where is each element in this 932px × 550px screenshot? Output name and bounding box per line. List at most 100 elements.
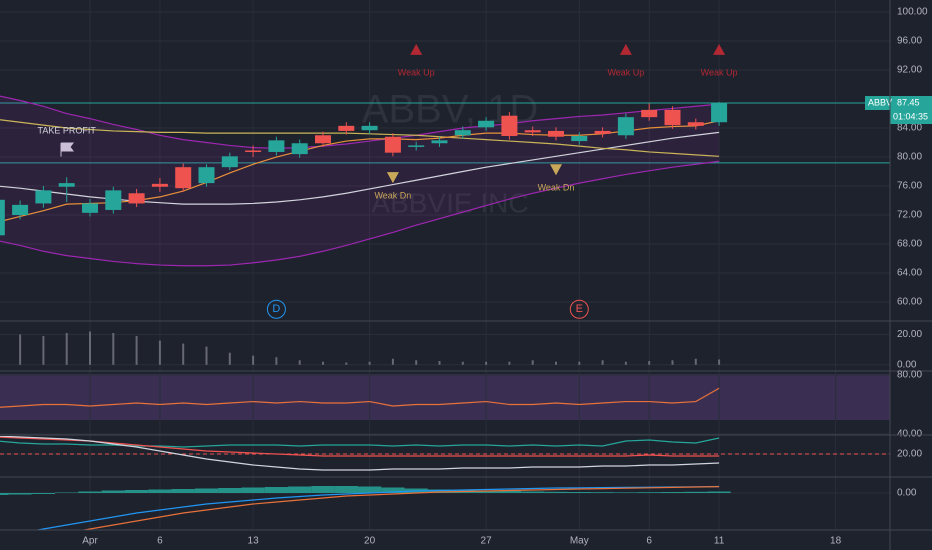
y-tick-label: 84.00: [897, 123, 922, 134]
bar: [578, 361, 581, 365]
bar: [554, 361, 557, 365]
annotation: E: [576, 303, 583, 315]
bar: [427, 489, 452, 493]
price-tag-symbol: ABBV: [868, 97, 892, 107]
candle-body: [58, 183, 75, 187]
bar: [614, 492, 638, 493]
indicator-line: [0, 436, 720, 457]
y-tick-label: 0.00: [897, 488, 917, 499]
watermark-company: ABBVIE INC: [371, 187, 528, 218]
pane: TAKE PROFIT Weak Up Weak Up Weak Up Weak Dn W…: [0, 11, 890, 319]
bar: [8, 493, 32, 495]
bar: [171, 489, 195, 493]
bar: [205, 346, 208, 365]
candle-body: [524, 130, 541, 133]
candle-body: [315, 135, 332, 144]
candle-body: [408, 145, 425, 147]
bar: [497, 491, 522, 493]
bar: [0, 493, 9, 495]
candle-body: [571, 136, 588, 142]
bar: [718, 359, 721, 365]
bar: [624, 361, 627, 365]
indicator-line: [0, 95, 720, 149]
bar: [368, 361, 371, 365]
candle-body: [12, 204, 29, 216]
bar: [544, 491, 568, 493]
bar: [601, 360, 604, 365]
bar: [241, 487, 265, 493]
x-tick-label: Apr: [82, 536, 98, 547]
pane: [0, 436, 890, 471]
event-marker: [266, 299, 286, 319]
bar: [298, 360, 301, 365]
signal-triangle: [713, 43, 726, 55]
bar: [660, 492, 685, 493]
bar: [124, 490, 149, 493]
bar: [508, 361, 511, 365]
candle-body: [454, 130, 471, 136]
x-tick-label: 27: [481, 536, 493, 547]
bar: [521, 491, 545, 493]
y-tick-label: 20.00: [897, 329, 922, 340]
pane: [0, 485, 890, 530]
indicator-line: [0, 119, 720, 157]
bar: [19, 334, 22, 365]
bar: [671, 360, 674, 365]
x-tick-label: 20: [364, 536, 376, 547]
x-tick-label: 6: [157, 536, 163, 547]
bar: [334, 486, 358, 493]
bar: [684, 491, 708, 493]
indicator-line: [80, 486, 720, 530]
bar: [228, 352, 231, 365]
candle-body: [82, 203, 99, 213]
rsi-background: [0, 374, 890, 420]
y-tick-label: 80.00: [897, 152, 922, 163]
bar: [218, 488, 242, 493]
y-tick-label: 76.00: [897, 181, 922, 192]
annotation: Weak Dn: [538, 183, 575, 193]
bar: [252, 355, 255, 365]
indicator-line: [0, 387, 720, 408]
bar: [264, 487, 289, 493]
countdown: 01:04:35: [893, 111, 928, 121]
bar: [485, 361, 488, 365]
annotation: Weak Up: [607, 67, 644, 77]
candle-body: [198, 167, 215, 184]
bar: [31, 493, 56, 494]
bar: [158, 340, 161, 365]
bar: [322, 361, 325, 365]
annotation: Weak Up: [701, 67, 738, 77]
indicator-line: [0, 160, 720, 267]
candle-body: [384, 136, 401, 153]
bar: [415, 360, 418, 365]
y-tick-label: 92.00: [897, 65, 922, 76]
bar: [474, 490, 498, 493]
bar: [391, 358, 394, 365]
annotation: Weak Up: [398, 67, 435, 77]
bar: [531, 360, 534, 365]
candle-body: [594, 130, 611, 134]
candle-body: [687, 122, 704, 126]
x-tick-label: 6: [646, 536, 652, 547]
bar: [461, 361, 464, 365]
y-tick-label: 0.00: [897, 359, 917, 370]
candle-body: [245, 150, 262, 153]
bar: [148, 489, 172, 493]
event-marker: [569, 299, 589, 319]
bar: [78, 491, 102, 493]
candle-body: [711, 103, 728, 123]
pane: [0, 374, 890, 435]
candle-body: [478, 120, 495, 128]
bar: [648, 360, 651, 365]
candle-body: [547, 130, 564, 137]
y-tick-label: 68.00: [897, 239, 922, 250]
bar: [55, 492, 79, 493]
bar: [194, 488, 219, 493]
bar: [694, 358, 697, 365]
candle-body: [0, 199, 5, 236]
indicator-line: [0, 436, 720, 471]
candle-body: [35, 190, 52, 204]
price-tag: [865, 96, 932, 111]
